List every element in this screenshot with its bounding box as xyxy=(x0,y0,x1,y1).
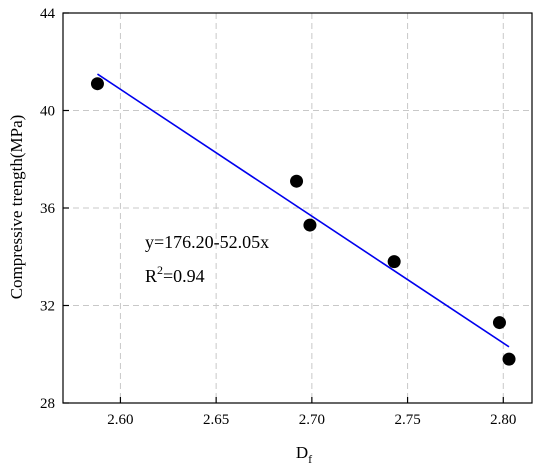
data-point xyxy=(387,255,401,269)
data-points xyxy=(90,77,516,366)
r-squared-prefix: R xyxy=(145,266,157,286)
y-tick-label: 28 xyxy=(40,396,55,412)
axes: 2.60 2.65 2.70 2.75 2.80 28 32 36 40 44 xyxy=(40,6,533,428)
data-point xyxy=(492,316,506,330)
data-point xyxy=(303,218,317,232)
grid-lines xyxy=(63,13,532,403)
x-tick-label: 2.75 xyxy=(394,412,420,428)
x-tick-label: 2.60 xyxy=(107,412,133,428)
x-tick-label: 2.70 xyxy=(299,412,325,428)
y-tick-label: 44 xyxy=(40,6,56,22)
x-axis-label-main: D xyxy=(296,443,308,462)
data-point xyxy=(90,77,104,91)
fit-line-layer xyxy=(97,73,510,348)
y-axis-label: Compressive trength(MPa) xyxy=(7,115,26,300)
y-tick-label: 36 xyxy=(40,201,56,217)
y-tick-label: 40 xyxy=(40,104,55,120)
data-point xyxy=(290,174,304,188)
data-point xyxy=(502,352,516,366)
regression-line xyxy=(97,73,510,348)
r-squared-annotation: R2=0.94 xyxy=(145,263,205,286)
r-squared-value: =0.94 xyxy=(163,266,205,286)
equation-annotation: y=176.20-52.05x xyxy=(145,232,269,252)
x-axis-label: Df xyxy=(296,443,312,466)
r-squared-superscript: 2 xyxy=(157,263,163,277)
x-tick-label: 2.80 xyxy=(490,412,516,428)
x-tick-label: 2.65 xyxy=(203,412,229,428)
x-axis-label-subscript: f xyxy=(308,452,312,466)
y-tick-label: 32 xyxy=(40,299,55,315)
